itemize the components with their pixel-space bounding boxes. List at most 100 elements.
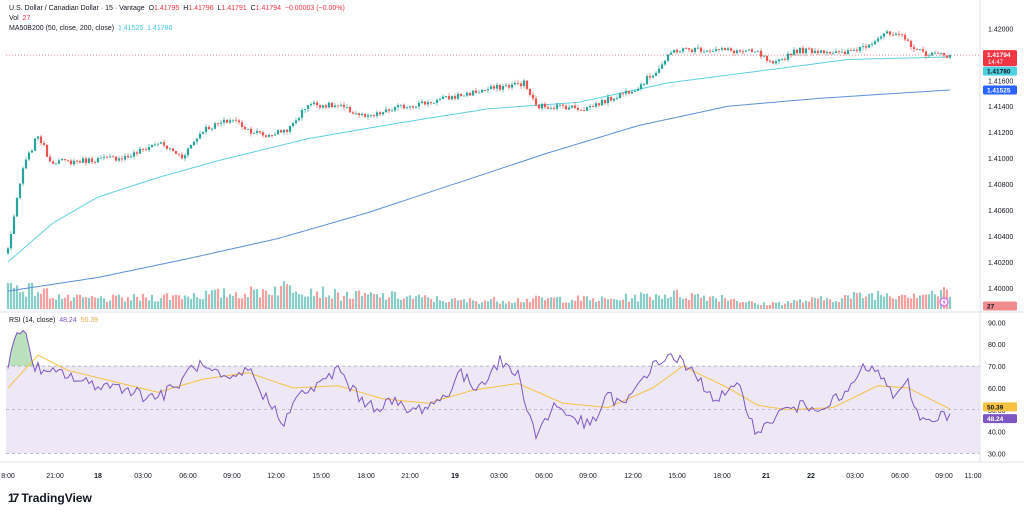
candle-body [762,55,766,57]
volume-bar [579,300,583,309]
volume-bar [123,301,127,309]
rsi-legend[interactable]: RSI (14, close) 48.24 50.39 [9,316,98,326]
rsi-label: RSI (14, close) [9,317,56,324]
rsi-tick-label: 40.00 [988,430,1006,437]
volume-bar [261,289,265,309]
volume-bar [339,300,343,309]
volume-bar [495,301,499,309]
candle-body [474,90,478,93]
candle-body [159,142,163,144]
price-badge: 1.41794 [987,52,1011,59]
volume-bar [753,303,757,309]
volume-bar [933,294,937,309]
ma-legend[interactable]: MA50B200 (50, close, 200, close) 1.41525… [9,24,172,34]
volume-bar [915,298,919,309]
rsi-line [7,329,951,441]
volume-bar [594,301,598,309]
candle-body [726,48,730,51]
volume-bar [912,293,916,309]
brand-name: TradingView [21,491,92,505]
candle-body [609,96,613,101]
time-tick-label: 21:00 [401,473,419,480]
candle-body [603,99,607,104]
volume-bar [546,298,550,309]
volume-bar [141,293,145,309]
lightning-icon [942,298,946,306]
candle-body [402,104,406,109]
candle-body [162,142,166,146]
candle-body [171,148,175,151]
candle-body [888,31,892,35]
volume-bar [669,297,673,309]
candle-body [627,90,631,94]
candle-body [696,47,700,49]
volume-bar [468,298,472,309]
volume-bar [66,294,70,309]
symbol-legend[interactable]: U.S. Dollar / Canadian Dollar · 15 · Van… [9,4,345,14]
volume-bar [174,294,178,309]
candle-body [477,92,481,94]
volume-bar [315,291,319,309]
candle-body [351,112,355,114]
candle-body [126,156,130,158]
candle-body [375,112,379,116]
candle-body [606,96,610,104]
volume-bar [78,294,82,309]
candle-body [198,133,202,139]
candle-body [771,61,775,64]
ma-label: MA50B200 (50, close, 200, close) [9,25,115,32]
volume-bar [30,282,34,309]
volume-bar [483,300,487,309]
candle-body [540,103,544,109]
volume-bar [798,299,802,309]
candle-body [570,105,574,108]
tradingview-brand[interactable]: 17 TradingView [8,491,92,505]
volume-bar [477,303,481,309]
volume-bar [270,295,274,309]
candle-body [192,141,196,145]
candle-body [111,156,115,158]
candle-body [492,86,496,89]
candle-body [678,51,682,53]
candle-body [534,98,538,105]
volume-bar [549,297,553,309]
candle-body [651,75,655,78]
volume-bar [372,294,376,309]
candle-body [258,131,262,133]
candle-body [585,107,589,111]
countdown-badge: 14:47 [988,60,1004,66]
candle-body [882,33,886,37]
volume-bar [408,295,412,309]
price-tick-label: 1.40400 [988,234,1013,241]
volume-bar [420,297,424,309]
volume-bar [186,296,190,309]
volume-bar [459,299,463,309]
rsi-tick-label: 60.00 [988,386,1006,393]
volume-bar [936,296,940,309]
volume-bar [804,300,808,309]
volume-legend[interactable]: Vol 27 [9,14,30,24]
candle-body [708,50,712,52]
volume-bar [180,299,184,309]
candle-body [942,53,946,56]
volume-bar [870,293,874,309]
candle-body [654,72,658,76]
high-label: H [183,5,189,12]
volume-bar [252,289,256,309]
candle-body [822,50,826,54]
volume-bar [117,294,121,309]
volume-bar [330,298,334,309]
candle-body [297,117,301,121]
candle-body [132,152,136,157]
volume-bar [642,293,646,309]
volume-bar [894,299,898,309]
candle-body [945,55,949,58]
volume-bar [666,298,670,309]
volume-bar [882,296,886,309]
volume-bar [369,292,373,309]
volume-bar [456,300,460,309]
volume-bar [633,294,637,309]
volume-bar [402,298,406,309]
symbol-title: U.S. Dollar / Canadian Dollar · 15 · Van… [9,5,145,12]
